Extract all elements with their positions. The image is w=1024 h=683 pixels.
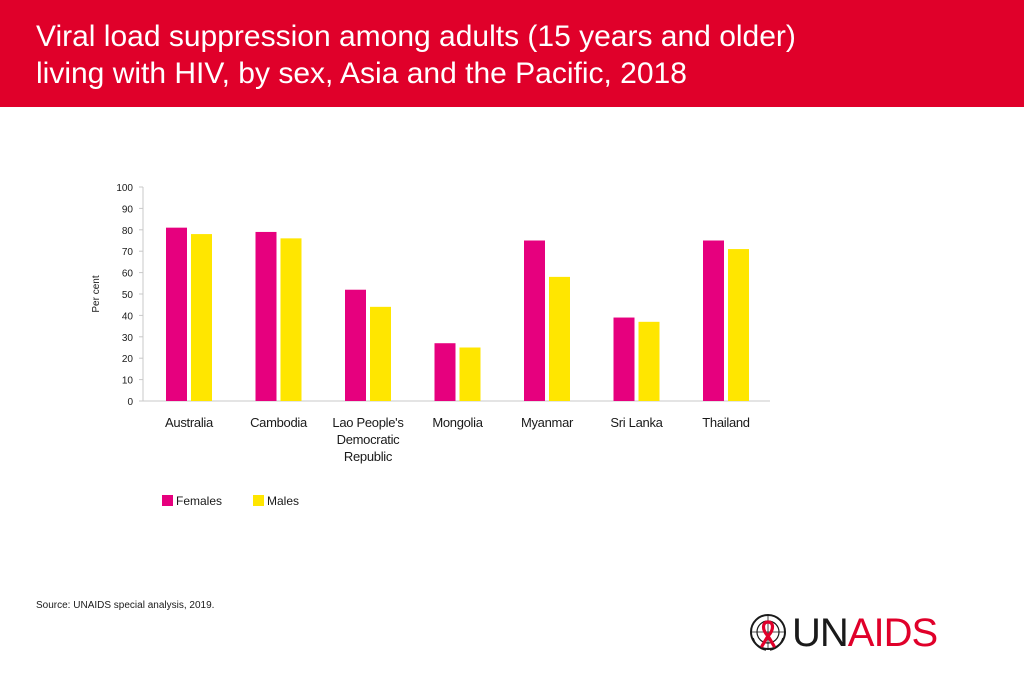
y-tick-label: 20 [122,354,134,365]
y-tick-label: 10 [122,376,134,387]
x-category-label: Australia [165,415,214,430]
y-axis-title: Per cent [91,275,102,312]
x-category-label-line: Sri Lanka [610,415,663,430]
logo-aids-text: AIDS [847,611,938,655]
bar-males [638,321,660,401]
bar-females [166,227,187,401]
y-tick-label: 0 [127,397,133,408]
x-category-label: Mongolia [432,415,483,430]
bar-males [191,234,212,401]
title-line-2: living with HIV, by sex, Asia and the Pa… [36,57,687,90]
legend-label-males: Males [267,494,299,508]
x-category-label-line: Democratic [337,432,401,447]
bar-females [703,240,724,401]
bar-females [524,240,545,401]
y-tick-label: 100 [116,183,133,194]
x-category-label-line: Mongolia [432,415,483,430]
header-banner: Viral load suppression among adults (15 … [0,0,1024,107]
bar-males [459,347,481,401]
bar-males [549,276,570,401]
x-category-label: Myanmar [521,415,574,430]
legend-swatch-females [162,495,173,506]
x-category-label: Sri Lanka [610,415,663,430]
x-category-label-line: Lao People's [332,415,404,430]
logo-wordmark: UNAIDS [792,610,938,656]
bar-females [613,317,635,401]
source-note: Source: UNAIDS special analysis, 2019. [36,600,214,611]
y-tick-label: 90 [122,204,134,215]
x-category-label: Lao People's Democratic Republic [332,415,404,464]
title-line-1: Viral load suppression among adults (15 … [36,20,796,53]
bar-males [728,249,749,401]
y-tick-label: 30 [122,333,134,344]
x-category-label-line: Australia [165,415,214,430]
bar-males [280,238,302,401]
x-category-label-line: Myanmar [521,415,574,430]
legend-swatch-males [253,495,264,506]
bar-females [434,343,456,401]
y-tick-label: 50 [122,290,134,301]
bar-females [345,289,366,401]
y-tick-label: 70 [122,247,134,258]
legend-label-females: Females [176,494,222,508]
unaids-logo: UNAIDS [748,608,958,658]
un-emblem-icon [750,614,786,651]
y-tick-label: 60 [122,269,134,280]
y-tick-label: 80 [122,226,134,237]
x-category-label-line: Cambodia [250,415,308,430]
x-category-label: Cambodia [250,415,308,430]
x-category-label-line: Thailand [702,415,750,430]
source-label: Source: [36,600,71,611]
bar-males [370,306,391,401]
bar-females [255,231,277,401]
logo-un-text: UN [792,611,849,655]
y-tick-label: 40 [122,311,134,322]
page-title: Viral load suppression among adults (15 … [36,18,996,92]
x-category-label: Thailand [702,415,750,430]
x-category-label-line: Republic [344,449,393,464]
source-text: UNAIDS special analysis, 2019. [70,600,215,611]
